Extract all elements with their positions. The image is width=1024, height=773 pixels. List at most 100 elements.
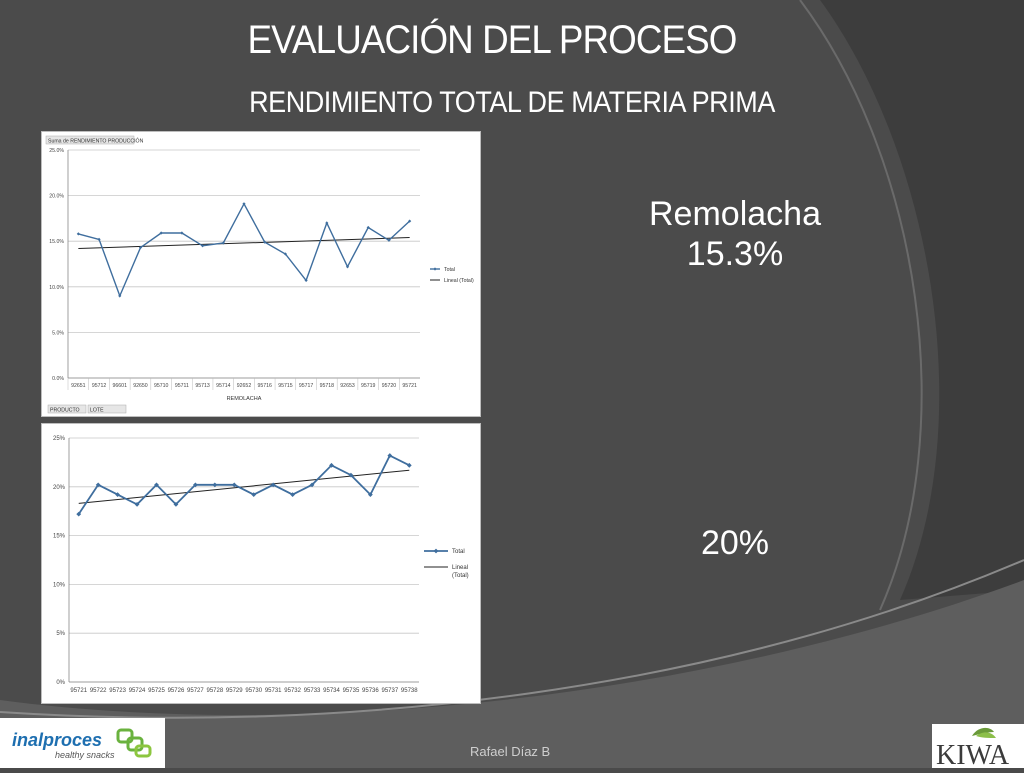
y-tick-label: 0%: [56, 680, 65, 686]
inalproces-logo: inalproces healthy snacks: [0, 718, 165, 768]
x-tick-label: 95737: [381, 688, 398, 694]
data-point: [76, 232, 80, 236]
data-point: [348, 472, 354, 478]
x-tick-label: 95713: [195, 383, 210, 389]
x-tick-label: 95734: [323, 688, 340, 694]
x-tick-label: 95732: [284, 688, 301, 694]
x-tick-label: 92652: [237, 383, 252, 389]
x-tick-label: 95738: [401, 688, 418, 694]
x-tick-label: 95717: [299, 383, 314, 389]
chart-title-box: [45, 135, 135, 145]
data-point: [134, 501, 140, 507]
y-tick-label: 15.0%: [49, 239, 64, 245]
filter-button: [47, 404, 87, 414]
data-point: [329, 462, 334, 468]
x-tick-label: 95727: [187, 688, 204, 694]
kiwa-logo-text: KIWA: [936, 740, 1010, 768]
data-point: [154, 482, 159, 488]
x-tick-label: 95720: [382, 383, 397, 389]
data-point: [97, 237, 101, 241]
x-tick-label: 95721: [402, 383, 417, 389]
legend-marker-total: [433, 548, 439, 554]
x-tick-label: 95716: [257, 383, 272, 389]
legend-marker-total: [433, 267, 437, 271]
result-remolacha-value: 15.3%: [686, 235, 784, 273]
chart-panel-second: 0% 5% 10% 15% 20% 25% 95721 95722 95723 95724 9572…: [41, 423, 481, 704]
data-point: [200, 244, 205, 248]
x-tick-label: 95718: [320, 383, 335, 389]
x-tick-label: 95725: [148, 688, 165, 694]
x-tick-label: 95733: [304, 688, 321, 694]
x-tick-label: 92653: [340, 383, 355, 389]
x-tick-label: 95712: [92, 383, 107, 389]
y-tick-label: 5%: [56, 631, 65, 637]
legend-label-trend: Lineal: [452, 565, 468, 571]
data-point: [192, 482, 198, 488]
x-tick-label: 95719: [361, 383, 376, 389]
trend-line: [78, 237, 410, 249]
chart-second: 0%5%10%15%20%25%95721 95722 95723 95724 9572…: [53, 436, 469, 694]
data-point: [309, 482, 315, 488]
x-tick-label: 95736: [362, 688, 379, 694]
inalproces-logo-text: inalproces: [12, 730, 102, 750]
data-point: [251, 492, 257, 498]
x-tick-label: 95731: [265, 688, 282, 694]
result-second-value: 20%: [700, 524, 770, 562]
data-point: [180, 231, 184, 235]
data-point: [290, 492, 296, 498]
chart-remolacha: Suma de RENDIMIENTO PRODUCCIÓN 0.0% 5.0% 10…: [45, 135, 474, 414]
chart-panel-remolacha: Suma de RENDIMIENTO PRODUCCIÓN 0.0% 5.0% 10…: [41, 131, 481, 417]
y-tick-label: 0.0%: [52, 376, 64, 382]
author-credit: Rafael Díaz B: [470, 744, 551, 759]
filter-button-label: LOTE: [90, 408, 104, 414]
data-point: [406, 462, 412, 468]
inalproces-logo-tag: healthy snacks: [55, 750, 115, 760]
legend-label-trend: Lineal (Total): [444, 278, 474, 284]
chart-title: Suma de RENDIMIENTO PRODUCCIÓN: [48, 138, 144, 145]
x-tick-label: 95711: [175, 383, 189, 389]
x-tick-label: 95735: [343, 688, 360, 694]
x-tick-label: 92651: [71, 383, 86, 389]
y-tick-label: 20%: [53, 485, 66, 491]
x-axis-label: REMOLACHA: [227, 396, 262, 402]
data-point: [270, 482, 276, 488]
x-tick-label: 95710: [154, 383, 169, 389]
x-tick-label: 95730: [245, 688, 262, 694]
x-tick-label: 95715: [278, 383, 293, 389]
data-point: [159, 231, 163, 235]
series-line-total: [78, 202, 411, 298]
data-point: [367, 492, 373, 498]
x-tick-label: 96601: [113, 383, 128, 389]
x-tick-label: 95724: [129, 688, 146, 694]
data-point: [263, 240, 267, 244]
y-tick-label: 20.0%: [49, 194, 64, 200]
x-tick-label: 92650: [133, 383, 148, 389]
slide-title: EVALUACIÓN DEL PROCESO: [247, 18, 738, 62]
slide-subtitle: RENDIMIENTO TOTAL DE MATERIA PRIMA: [249, 86, 775, 119]
result-remolacha-label: Remolacha: [649, 195, 821, 233]
data-point: [115, 492, 121, 498]
y-tick-label: 25%: [53, 436, 66, 442]
data-point: [95, 482, 101, 488]
kiwa-logo: KIWA: [932, 724, 1024, 771]
legend-label-total: Total: [452, 549, 465, 555]
x-tick-label: 95721: [70, 688, 87, 694]
data-point: [173, 501, 179, 507]
trend-line: [78, 469, 410, 504]
x-tick-label: 95728: [206, 688, 223, 694]
legend-label-total: Total: [444, 267, 455, 273]
data-point: [325, 221, 329, 225]
result-remolacha: Remolacha 15.3%: [610, 194, 860, 274]
y-tick-label: 10.0%: [49, 285, 64, 291]
filter-button-label: PRODUCTO: [50, 408, 80, 414]
x-tick-label: 95722: [90, 688, 107, 694]
x-tick-label: 95726: [168, 688, 185, 694]
data-point: [212, 482, 218, 488]
y-tick-label: 10%: [53, 582, 66, 588]
data-point: [138, 245, 143, 250]
x-tick-label: 95723: [109, 688, 126, 694]
data-point: [408, 219, 412, 223]
filter-button: [87, 404, 127, 414]
legend-label-trend-2: (Total): [452, 573, 469, 579]
data-point: [231, 482, 237, 488]
